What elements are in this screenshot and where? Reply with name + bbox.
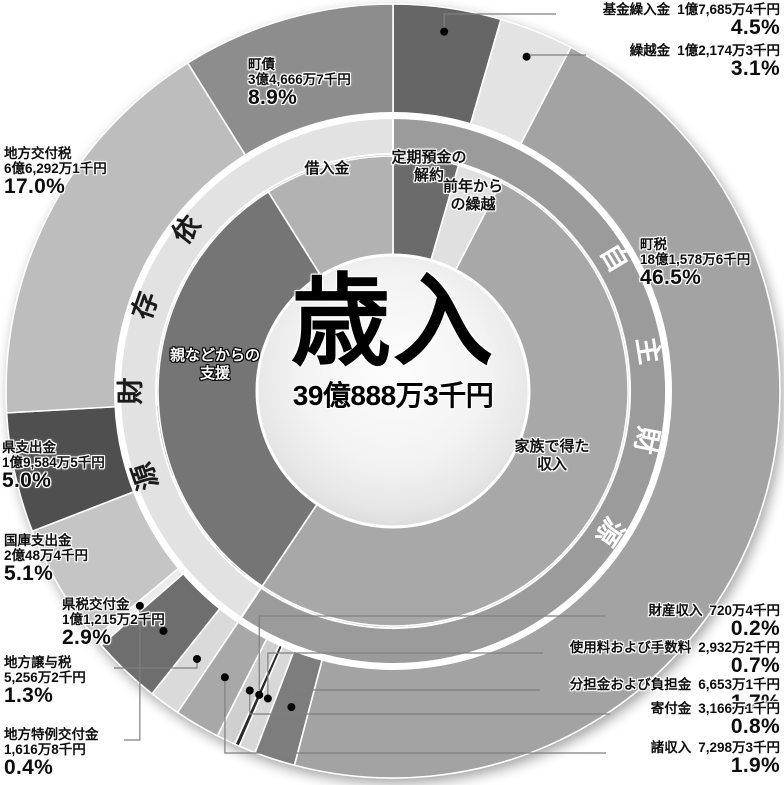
center-circle [255,253,531,529]
inner-ring-label-kariire: 借入金 [304,160,350,177]
leader-dot [193,654,202,663]
callout-chihokofuzei: 地方交付税 6億6,292万1千円 17.0% [4,146,107,199]
leader-line [267,652,543,699]
inner-ring-label-kazoku: 家族で得た 収入 [514,438,590,473]
leader-dot [440,27,449,36]
band-char: 主 [631,335,665,366]
callout-chihojoyozei: 地方譲与税 5,256万2千円 1.3% [4,655,86,708]
chart-center: 歳入 39億888万3千円 [291,272,495,414]
leader-line [124,605,141,741]
leader-line [224,677,606,754]
callout-chozei: 町税 18億1,578万6千円 46.5% [640,237,751,290]
band-char: 財 [629,424,664,456]
callout-chihotokurei: 地方特例交付金 1,616万8千円 0.4% [4,727,99,780]
callout-percent: 4.5% [730,16,780,40]
callout-kenzeikofukin: 県税交付金 1億1,215万2千円 2.9% [62,597,165,650]
callout-percent: 0.7% [730,654,780,678]
leader-dot [159,626,168,635]
ring-separator [114,112,672,670]
leader-dot [255,690,264,699]
leader-line [443,13,556,32]
callout-percent: 3.1% [730,57,780,81]
callout-chosai: 町債 3億4,666万7千円 8.9% [248,57,351,110]
inner-ring-label-oya: 親などからの 支援 [169,347,261,382]
callout-percent: 1.7% [730,691,780,715]
callout-percent: 0.2% [730,617,780,641]
leader-dot [220,673,229,682]
band-0 [239,116,667,665]
band-1 [119,116,394,620]
callout-zaisanshunyu: 財産収入 720万4千円 0.2% [648,603,780,641]
callout-percent: 2.9% [62,626,112,650]
callout-shoshunyu: 諸収入 7,298万3千円 1.9% [650,740,780,778]
leader-dot [135,601,144,610]
chart-center-total: 39億888万3千円 [292,380,494,411]
callout-kokkoshishutsukin: 国庫支出金 2億48万4千円 5.1% [4,533,89,586]
callout-percent: 5.0% [2,469,52,493]
callout-percent: 8.9% [248,86,298,110]
callout-kifukin: 寄付金 3,166万1千円 0.8% [650,701,780,739]
inner-ring-label-zennen: 前年から の繰越 [442,178,504,213]
callout-percent: 1.3% [4,684,54,708]
leader-line [150,611,165,631]
leader-dot [287,703,296,712]
callout-kurikoshikin: 繰越金 1億2,174万3千円 3.1% [629,43,780,81]
callout-percent: 46.5% [640,266,702,290]
callout-kenshishutsukin: 県支出金 1億9,584万5千円 5.0% [2,440,105,493]
callout-percent: 5.1% [4,562,54,586]
callout-buntankin: 分担金および負担金 6,653万1千円 1.7% [569,677,780,715]
band-char: 財 [116,378,146,405]
leader-dot [263,694,272,703]
callout-percent: 17.0% [4,175,66,199]
inner-ring-label-teiki: 定期預金の 解約 [391,149,467,184]
leader-dot [245,686,254,695]
callout-percent: 0.8% [730,715,780,739]
leader-line [258,615,605,695]
callout-shiyoryo: 使用料および手数料 2,932万2千円 0.7% [569,640,780,678]
callout-percent: 1.9% [730,754,780,778]
callout-percent: 0.4% [4,756,54,780]
leader-line [249,690,610,715]
leader-line [290,689,540,708]
callout-kikinkuriire: 基金繰入金 1億7,685万4千円 4.5% [602,2,780,40]
chart-center-title: 歳入 [291,266,495,378]
leader-dot [522,52,531,61]
